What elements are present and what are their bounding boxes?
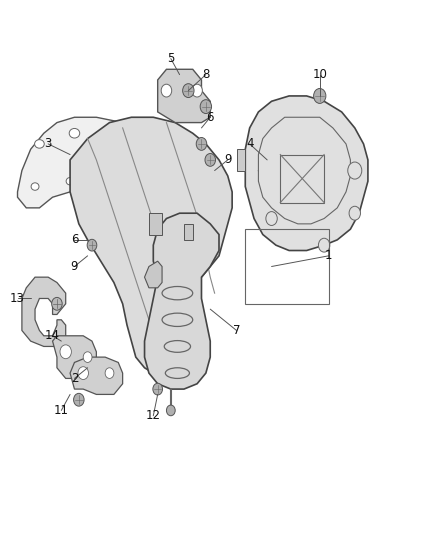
Text: 12: 12 — [146, 409, 161, 422]
Circle shape — [318, 238, 330, 252]
Circle shape — [349, 206, 360, 220]
Polygon shape — [145, 261, 162, 288]
Polygon shape — [237, 149, 245, 171]
Text: 9: 9 — [71, 260, 78, 273]
Text: 11: 11 — [54, 404, 69, 417]
Bar — [245, 229, 328, 304]
Text: 4: 4 — [246, 138, 254, 150]
Circle shape — [166, 405, 175, 416]
Bar — [280, 155, 324, 203]
Text: 13: 13 — [10, 292, 25, 305]
Circle shape — [183, 84, 194, 98]
Circle shape — [83, 352, 92, 362]
Circle shape — [87, 239, 97, 251]
Polygon shape — [245, 96, 368, 251]
Text: 6: 6 — [71, 233, 78, 246]
Circle shape — [52, 297, 62, 310]
Polygon shape — [184, 224, 193, 240]
Polygon shape — [18, 117, 184, 208]
Text: 6: 6 — [206, 111, 214, 124]
Circle shape — [161, 84, 172, 97]
Ellipse shape — [31, 183, 39, 190]
Text: 9: 9 — [224, 154, 232, 166]
Text: 1: 1 — [325, 249, 332, 262]
Circle shape — [153, 383, 162, 395]
Circle shape — [196, 138, 207, 150]
Polygon shape — [70, 117, 232, 373]
Circle shape — [60, 345, 71, 359]
Polygon shape — [145, 213, 219, 389]
Polygon shape — [22, 277, 66, 346]
Ellipse shape — [66, 177, 74, 185]
Polygon shape — [158, 69, 210, 123]
Circle shape — [348, 162, 362, 179]
Ellipse shape — [113, 134, 123, 143]
Circle shape — [74, 393, 84, 406]
Polygon shape — [70, 357, 123, 394]
Text: 10: 10 — [312, 68, 327, 81]
Text: 14: 14 — [45, 329, 60, 342]
Circle shape — [78, 367, 88, 379]
Circle shape — [200, 100, 212, 114]
Ellipse shape — [69, 128, 80, 138]
Circle shape — [266, 212, 277, 225]
Text: 2: 2 — [71, 372, 78, 385]
Ellipse shape — [119, 177, 127, 185]
Text: 5: 5 — [167, 52, 174, 65]
Circle shape — [314, 88, 326, 103]
Text: 7: 7 — [233, 324, 240, 337]
Circle shape — [105, 368, 114, 378]
Polygon shape — [149, 213, 162, 235]
Ellipse shape — [35, 140, 44, 148]
Polygon shape — [53, 336, 96, 378]
Ellipse shape — [153, 161, 162, 169]
Text: 8: 8 — [202, 68, 209, 81]
Text: 3: 3 — [45, 138, 52, 150]
Circle shape — [192, 84, 202, 97]
Circle shape — [205, 154, 215, 166]
